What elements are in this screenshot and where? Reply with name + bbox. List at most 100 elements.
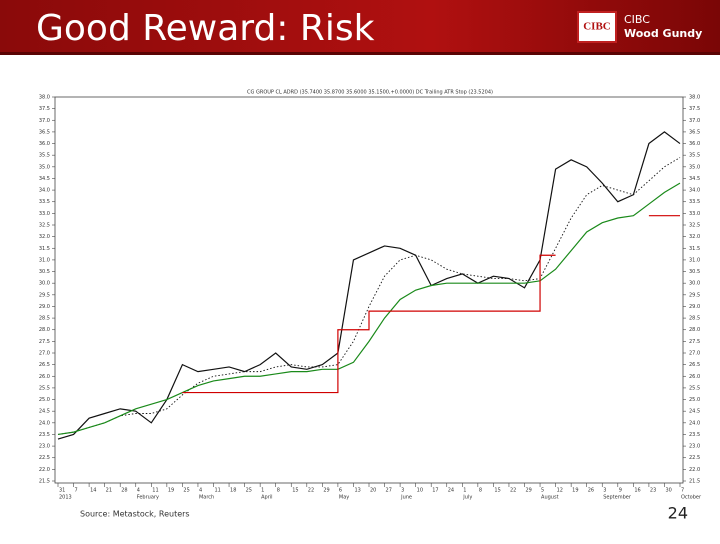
x-month-label: April bbox=[261, 495, 272, 501]
x-month-label: October bbox=[681, 495, 702, 501]
x-tick-label: 21 bbox=[106, 488, 112, 494]
x-tick-label: 18 bbox=[230, 488, 236, 494]
x-tick-label: 24 bbox=[448, 488, 454, 494]
y-tick-label: 26.0 bbox=[689, 374, 700, 380]
x-tick-label: 9 bbox=[619, 488, 622, 494]
x-month-label: September bbox=[603, 495, 632, 501]
y-tick-label: 21.5 bbox=[39, 479, 50, 485]
y-tick-label: 25.5 bbox=[689, 385, 700, 391]
y-tick-label: 26.5 bbox=[39, 362, 50, 368]
y-tick-label: 37.5 bbox=[39, 106, 50, 112]
y-tick-label: 37.0 bbox=[39, 118, 50, 124]
x-tick-label: 15 bbox=[292, 488, 298, 494]
logo-box bbox=[577, 11, 617, 43]
y-tick-label: 32.5 bbox=[689, 223, 700, 229]
logo-mark: CIBC bbox=[583, 21, 611, 33]
y-tick-label: 31.5 bbox=[39, 246, 50, 252]
y-tick-label: 27.0 bbox=[689, 351, 700, 357]
y-tick-label: 31.0 bbox=[39, 257, 50, 263]
x-tick-label: 7 bbox=[681, 488, 684, 494]
y-tick-label: 25.5 bbox=[39, 385, 50, 391]
series-line bbox=[182, 215, 680, 394]
x-tick-label: 14 bbox=[90, 488, 96, 494]
y-tick-label: 29.0 bbox=[39, 304, 50, 310]
y-tick-label: 29.5 bbox=[39, 292, 50, 298]
y-tick-label: 24.5 bbox=[689, 409, 700, 415]
y-tick-label: 27.5 bbox=[689, 339, 700, 345]
series-line bbox=[57, 131, 681, 440]
plot-frame bbox=[54, 96, 684, 484]
x-tick-label: 3 bbox=[401, 488, 404, 494]
x-tick-label: 4 bbox=[137, 488, 140, 494]
x-tick-label: 3 bbox=[603, 488, 606, 494]
title-rule bbox=[0, 52, 720, 55]
x-tick-label: 22 bbox=[510, 488, 516, 494]
x-tick-label: 5 bbox=[541, 488, 544, 494]
x-tick-label: 1 bbox=[463, 488, 466, 494]
x-tick-label: 28 bbox=[121, 488, 127, 494]
y-tick-label: 36.0 bbox=[689, 141, 700, 147]
x-tick-label: 25 bbox=[183, 488, 189, 494]
chart-title: CG GROUP CL ADRD (35.7400 35.8700 35.600… bbox=[247, 90, 493, 96]
y-tick-label: 25.0 bbox=[39, 397, 50, 403]
x-tick-label: 13 bbox=[354, 488, 360, 494]
source-note: Source: Metastock, Reuters bbox=[80, 510, 190, 519]
y-tick-label: 35.5 bbox=[689, 153, 700, 159]
y-tick-label: 29.0 bbox=[689, 304, 700, 310]
y-tick-label: 24.0 bbox=[39, 420, 50, 426]
y-tick-label: 23.0 bbox=[39, 444, 50, 450]
y-tick-label: 34.5 bbox=[39, 176, 50, 182]
x-month-label: May bbox=[339, 495, 349, 501]
y-tick-label: 23.5 bbox=[39, 432, 50, 438]
y-tick-label: 22.0 bbox=[689, 467, 700, 473]
x-tick-label: 25 bbox=[246, 488, 252, 494]
y-tick-label: 35.0 bbox=[689, 164, 700, 170]
y-tick-label: 34.0 bbox=[689, 188, 700, 194]
y-tick-label: 22.5 bbox=[39, 455, 50, 461]
y-tick-label: 26.5 bbox=[689, 362, 700, 368]
x-tick-label: 8 bbox=[479, 488, 482, 494]
x-tick-label: 31 bbox=[59, 488, 65, 494]
y-tick-label: 33.5 bbox=[39, 199, 50, 205]
x-tick-label: 6 bbox=[339, 488, 342, 494]
y-tick-label: 33.5 bbox=[689, 199, 700, 205]
x-tick-label: 30 bbox=[665, 488, 671, 494]
y-tick-label: 33.0 bbox=[689, 211, 700, 217]
y-tick-label: 23.5 bbox=[689, 432, 700, 438]
y-tick-label: 25.0 bbox=[689, 397, 700, 403]
series-line bbox=[57, 182, 681, 436]
y-tick-label: 35.5 bbox=[39, 153, 50, 159]
x-tick-label: 20 bbox=[370, 488, 376, 494]
y-tick-label: 24.0 bbox=[689, 420, 700, 426]
x-tick-label: 16 bbox=[634, 488, 640, 494]
y-tick-label: 31.5 bbox=[689, 246, 700, 252]
y-tick-label: 34.5 bbox=[689, 176, 700, 182]
x-tick-label: 15 bbox=[494, 488, 500, 494]
x-tick-label: 11 bbox=[152, 488, 158, 494]
x-tick-label: 19 bbox=[168, 488, 174, 494]
y-tick-label: 29.5 bbox=[689, 292, 700, 298]
y-tick-label: 38.0 bbox=[689, 95, 700, 101]
y-tick-label: 28.5 bbox=[689, 316, 700, 322]
x-tick-label: 12 bbox=[557, 488, 563, 494]
y-tick-label: 27.5 bbox=[39, 339, 50, 345]
y-tick-label: 21.5 bbox=[689, 479, 700, 485]
x-tick-label: 27 bbox=[386, 488, 392, 494]
series-line bbox=[57, 157, 681, 435]
y-tick-label: 36.5 bbox=[689, 129, 700, 135]
x-tick-label: 29 bbox=[526, 488, 532, 494]
x-tick-label: 1 bbox=[261, 488, 264, 494]
x-tick-label: 10 bbox=[417, 488, 423, 494]
y-tick-label: 30.0 bbox=[689, 281, 700, 287]
y-tick-label: 30.5 bbox=[39, 269, 50, 275]
logo-text: CIBC bbox=[624, 13, 650, 26]
x-tick-label: 7 bbox=[75, 488, 78, 494]
y-tick-label: 24.5 bbox=[39, 409, 50, 415]
y-tick-label: 22.0 bbox=[39, 467, 50, 473]
x-tick-label: 26 bbox=[588, 488, 594, 494]
x-month-label: June bbox=[400, 495, 412, 501]
y-tick-label: 26.0 bbox=[39, 374, 50, 380]
x-tick-label: 8 bbox=[277, 488, 280, 494]
y-tick-label: 37.5 bbox=[689, 106, 700, 112]
